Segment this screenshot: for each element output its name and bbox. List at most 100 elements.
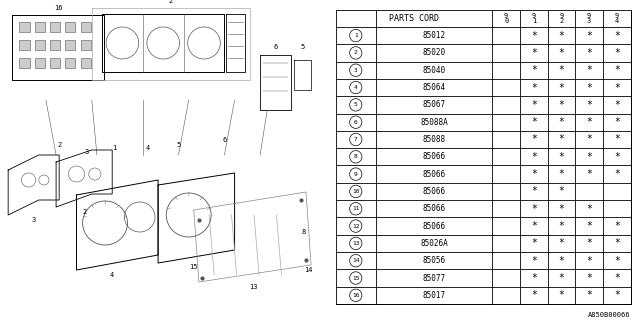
Text: *: *	[586, 204, 592, 214]
Bar	[50, 58, 60, 68]
Text: *: *	[586, 83, 592, 92]
Bar	[35, 40, 45, 50]
Text: *: *	[531, 65, 537, 75]
Text: 14: 14	[304, 267, 312, 273]
Text: 9
0: 9 0	[504, 12, 508, 24]
Text: *: *	[614, 134, 620, 145]
Text: *: *	[531, 256, 537, 266]
Text: 4: 4	[354, 85, 358, 90]
Bar	[35, 58, 45, 68]
Text: 6: 6	[273, 44, 278, 50]
Bar	[35, 22, 45, 32]
Text: 85012: 85012	[422, 31, 445, 40]
Text: *: *	[531, 187, 537, 196]
Text: *: *	[531, 273, 537, 283]
Text: *: *	[559, 169, 564, 179]
Text: *: *	[586, 100, 592, 110]
Text: *: *	[614, 273, 620, 283]
Text: 14: 14	[352, 258, 360, 263]
Text: 85066: 85066	[422, 221, 445, 231]
Bar	[65, 22, 76, 32]
Text: *: *	[531, 100, 537, 110]
Text: 9: 9	[354, 172, 358, 177]
Text: *: *	[586, 65, 592, 75]
Text: 6: 6	[354, 120, 358, 125]
Text: 1: 1	[112, 145, 116, 151]
Text: *: *	[559, 290, 564, 300]
Text: 3: 3	[354, 68, 358, 73]
Text: *: *	[614, 152, 620, 162]
Text: *: *	[614, 65, 620, 75]
Text: *: *	[531, 238, 537, 248]
Text: 85066: 85066	[422, 187, 445, 196]
Text: *: *	[614, 221, 620, 231]
Text: *: *	[614, 48, 620, 58]
Bar	[50, 40, 60, 50]
Bar	[19, 22, 29, 32]
Text: *: *	[531, 204, 537, 214]
Bar	[50, 22, 60, 32]
Text: *: *	[531, 152, 537, 162]
Text: 85066: 85066	[422, 204, 445, 213]
Text: 9
3: 9 3	[587, 12, 591, 24]
Text: 85088: 85088	[422, 135, 445, 144]
Text: 85067: 85067	[422, 100, 445, 109]
Text: *: *	[559, 152, 564, 162]
Bar	[19, 40, 29, 50]
Text: 10: 10	[352, 189, 360, 194]
Text: *: *	[531, 31, 537, 41]
Text: 9
2: 9 2	[559, 12, 564, 24]
Text: *: *	[586, 273, 592, 283]
Bar	[81, 58, 91, 68]
Text: 85040: 85040	[422, 66, 445, 75]
Text: *: *	[586, 48, 592, 58]
Text: *: *	[559, 31, 564, 41]
Text: *: *	[559, 83, 564, 92]
Text: 85066: 85066	[422, 170, 445, 179]
Text: *: *	[586, 256, 592, 266]
Text: 85077: 85077	[422, 274, 445, 283]
Text: PARTS CORD: PARTS CORD	[389, 14, 439, 23]
Text: *: *	[614, 169, 620, 179]
Text: *: *	[531, 134, 537, 145]
Text: *: *	[559, 204, 564, 214]
Text: 2: 2	[83, 209, 87, 215]
Text: 15: 15	[352, 276, 360, 281]
Text: 5: 5	[301, 44, 305, 50]
Text: *: *	[531, 169, 537, 179]
Text: 5: 5	[354, 102, 358, 107]
Text: *: *	[586, 238, 592, 248]
Text: 4: 4	[146, 145, 150, 151]
Text: 2: 2	[354, 50, 358, 55]
Text: *: *	[559, 256, 564, 266]
Text: 12: 12	[352, 224, 360, 228]
Text: 13: 13	[249, 284, 257, 290]
Text: 5: 5	[177, 142, 180, 148]
Bar	[19, 58, 29, 68]
Text: *: *	[559, 187, 564, 196]
Text: *: *	[586, 290, 592, 300]
Text: *: *	[614, 31, 620, 41]
Text: 8: 8	[354, 154, 358, 159]
Text: 13: 13	[352, 241, 360, 246]
Bar	[65, 58, 76, 68]
Text: 3: 3	[31, 217, 36, 223]
Text: *: *	[586, 31, 592, 41]
Text: 85026A: 85026A	[420, 239, 448, 248]
Text: 8: 8	[302, 229, 306, 235]
Text: *: *	[531, 221, 537, 231]
Text: A850B00066: A850B00066	[588, 312, 630, 318]
Text: 85066: 85066	[422, 152, 445, 161]
Text: *: *	[586, 117, 592, 127]
Text: *: *	[559, 65, 564, 75]
Text: *: *	[559, 238, 564, 248]
Text: *: *	[559, 221, 564, 231]
Text: 1: 1	[354, 33, 358, 38]
Text: 16: 16	[352, 293, 360, 298]
Text: 6: 6	[222, 137, 227, 143]
Text: *: *	[586, 169, 592, 179]
Text: *: *	[614, 100, 620, 110]
Text: *: *	[614, 290, 620, 300]
Text: *: *	[614, 238, 620, 248]
Text: 3: 3	[84, 149, 89, 155]
